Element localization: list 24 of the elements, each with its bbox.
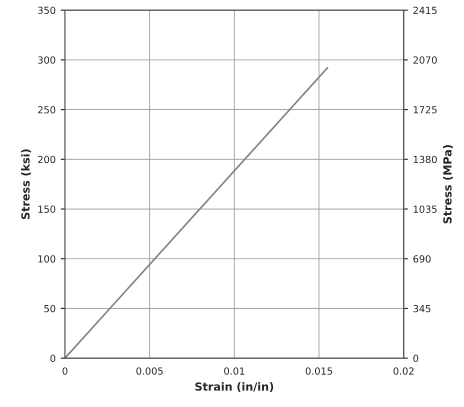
x-tick-label: 0	[62, 367, 68, 375]
y-tick-label: 300	[38, 56, 56, 64]
y-tick-label: 150	[38, 206, 56, 213]
x-axis-title: Strain (in/in)	[195, 382, 274, 392]
y-tick-label: 200	[38, 156, 56, 164]
x-tick-label: 0.015	[306, 367, 332, 375]
y-tick-label: 250	[38, 106, 56, 114]
y2-tick-label: 1035	[414, 206, 437, 213]
y2-axis-title: Stress (MPa)	[443, 145, 453, 224]
y-tick-label: 100	[38, 255, 56, 263]
y-tick-label: 350	[38, 6, 56, 14]
y2-tick-label: 1725	[414, 106, 437, 114]
y-tick-label: 0	[50, 354, 56, 362]
x-tick-label: 0.005	[136, 367, 163, 375]
y2-tick-label: 690	[413, 255, 431, 263]
y-axis-title: Stress (ksi)	[21, 149, 31, 220]
y-tick-label: 50	[44, 304, 56, 312]
x-tick-label: 0.02	[393, 367, 414, 375]
y2-tick-label: 1380	[414, 156, 437, 164]
y2-tick-label: 2415	[413, 6, 437, 14]
y2-tick-label: 0	[413, 354, 418, 362]
x-tick-label: 0.01	[224, 367, 244, 375]
y2-tick-label: 345	[413, 304, 430, 312]
y2-tick-label: 2070	[413, 56, 437, 64]
